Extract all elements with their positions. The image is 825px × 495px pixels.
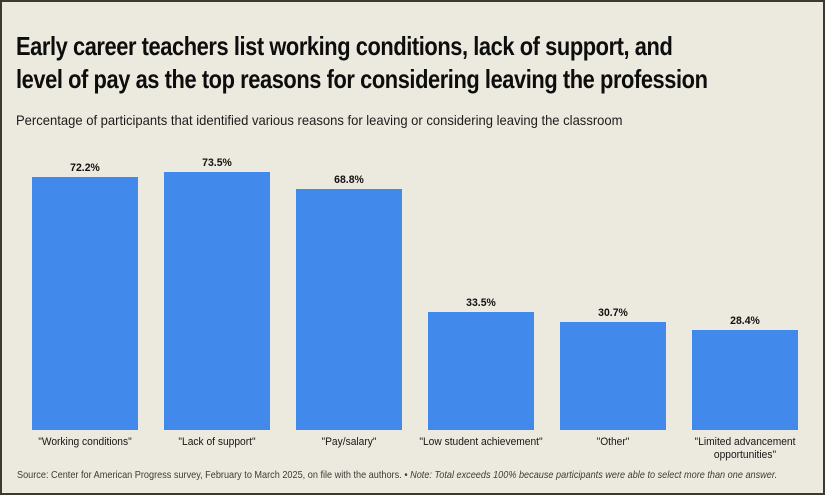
bar-column: 28.4% "Limited advancement opportunities"	[692, 152, 798, 461]
bar-category-label: "Lack of support"	[178, 436, 256, 448]
bar	[428, 312, 534, 430]
bar-value-label: 72.2%	[70, 161, 100, 174]
bar	[296, 188, 402, 430]
bar-value-label: 73.5%	[202, 157, 232, 169]
bar-category-label: "Other"	[596, 436, 630, 448]
separator-bullet: •	[404, 469, 408, 481]
bar-column: 72.2% "Working conditions"	[32, 152, 138, 448]
bar-category-label: "Low student achievement"	[419, 436, 543, 448]
bar	[560, 322, 666, 430]
chart-subtitle: Percentage of participants that identifi…	[16, 112, 623, 128]
bar-chart: 72.2% "Working conditions" 73.5% "Lack of s…	[32, 152, 798, 461]
bar-column: 33.5% "Low student achievement"	[419, 152, 542, 448]
chart-title: Early career teachers list working condi…	[16, 30, 823, 96]
bar	[692, 330, 798, 430]
source-note: Source: Center for American Progress sur…	[17, 469, 777, 482]
bar-category-label: "Limited advancement opportunities"	[694, 436, 796, 461]
bar-category-label: "Pay/salary"	[321, 436, 377, 448]
bar-column: 30.7% "Other"	[560, 152, 666, 448]
bar-value-label: 68.8%	[334, 173, 364, 186]
bar	[32, 176, 138, 430]
note-text: Note: Total exceeds 100% because partici…	[410, 469, 778, 481]
bar-column: 68.8% "Pay/salary"	[296, 152, 402, 448]
chart-title-line-1: Early career teachers list working condi…	[16, 31, 673, 61]
header: Early career teachers list working condi…	[16, 30, 823, 96]
chart-title-line-2: level of pay as the top reasons for cons…	[16, 64, 708, 94]
bar	[164, 172, 270, 430]
bar-value-label: 33.5%	[466, 297, 496, 310]
bar-column: 73.5% "Lack of support"	[164, 152, 270, 448]
bar-value-label: 28.4%	[730, 315, 760, 328]
bar-category-label: "Working conditions"	[38, 436, 132, 448]
source-text: Source: Center for American Progress sur…	[17, 469, 402, 481]
bar-value-label: 30.7%	[598, 307, 628, 320]
